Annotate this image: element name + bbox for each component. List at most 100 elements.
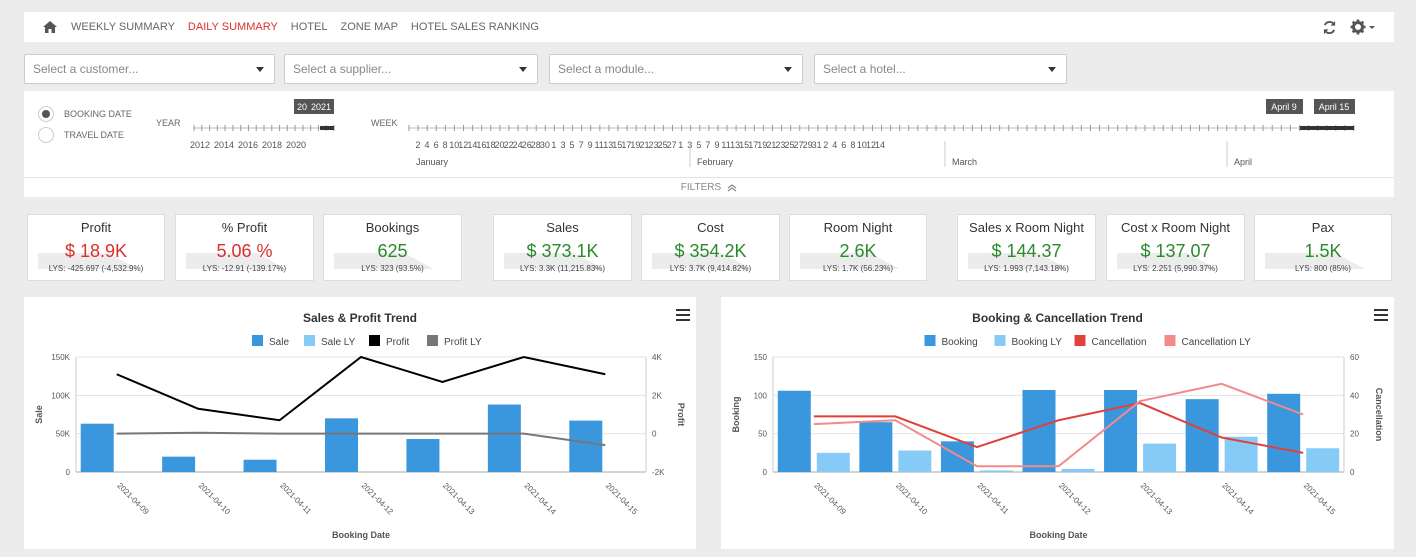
x-tick-label: 2021-04-14	[522, 481, 558, 517]
kpi-card: Sales $ 373.1K LYS: 3.3K (11,215.83%)	[493, 214, 632, 281]
y-tick-label: 50	[758, 430, 767, 439]
bar-booking[interactable]	[940, 441, 974, 472]
week-tick-label: 13	[603, 140, 613, 150]
kpi-sparkline	[38, 253, 138, 269]
legend-item[interactable]: Cancellation	[1074, 335, 1147, 348]
home-icon[interactable]	[42, 20, 58, 34]
legend-item[interactable]: Sale	[252, 335, 289, 348]
y2-tick-label: 40	[1350, 391, 1359, 400]
year-handle-right[interactable]: 2021	[309, 99, 334, 114]
week-tick-label: 29	[803, 140, 813, 150]
legend-item[interactable]: Sale LY	[304, 335, 356, 348]
bar-booking-ly[interactable]	[979, 470, 1013, 472]
week-tick-label: 19	[757, 140, 767, 150]
radio-unchecked-icon	[38, 127, 54, 143]
nav-hotel-sales-ranking[interactable]: HOTEL SALES RANKING	[410, 21, 539, 33]
bar-booking-ly[interactable]	[1061, 468, 1095, 472]
week-handle-left[interactable]: April 9	[1266, 99, 1303, 114]
bar-booking-ly[interactable]	[816, 452, 850, 472]
kpi-value: 5.06 %	[216, 241, 273, 261]
kpi-lys: LYS: 1.7K (56.23%)	[822, 264, 894, 273]
legend-label: Sale	[269, 337, 289, 348]
gear-icon[interactable]	[1350, 18, 1376, 36]
bar-booking-ly[interactable]	[1143, 443, 1177, 472]
legend-item[interactable]: Profit	[369, 335, 410, 348]
week-tick-label: 9	[588, 140, 593, 150]
booking-cancellation-chart: Booking & Cancellation Trend Booking Booki…	[731, 311, 1384, 540]
kpi-card: Room Night 2.6K LYS: 1.7K (56.23%)	[789, 214, 927, 281]
kpi-title: Cost	[697, 220, 724, 235]
supplier-select[interactable]: Select a supplier...	[284, 54, 538, 84]
legend-label: Cancellation LY	[1182, 337, 1252, 348]
year-tick-label: 2020	[286, 140, 306, 150]
bar-booking[interactable]	[1185, 399, 1219, 472]
kpi-lys: LYS: 3.3K (11,215.83%)	[519, 264, 606, 273]
filters-label: FILTERS	[680, 182, 722, 193]
x-tick-label: 2021-04-09	[812, 481, 848, 517]
radio-booking-date[interactable]: BOOKING DATE	[38, 106, 132, 122]
bar-booking[interactable]	[777, 390, 811, 472]
bar-booking[interactable]	[1104, 389, 1138, 472]
hotel-select[interactable]: Select a hotel...	[814, 54, 1067, 84]
month-label: January	[416, 157, 449, 167]
legend-item[interactable]: Booking	[924, 335, 978, 348]
bar-sale[interactable]	[80, 423, 114, 472]
week-tick-label: 17	[748, 140, 758, 150]
module-select[interactable]: Select a module...	[549, 54, 803, 84]
kpi-title: Bookings	[365, 220, 420, 235]
x-tick-label: 2021-04-12	[360, 481, 396, 517]
week-handle-right[interactable]: April 15	[1314, 99, 1355, 114]
kpi-value: $ 18.9K	[64, 241, 128, 261]
bar-booking[interactable]	[859, 422, 893, 472]
week-label: WEEK	[371, 118, 398, 128]
line-profit-ly[interactable]	[116, 431, 606, 447]
week-tick-label: 22	[504, 140, 514, 150]
bar-sale[interactable]	[487, 404, 521, 472]
kpi-lys: LYS: 3.7K (9,414.82%)	[669, 264, 752, 273]
bar-sale[interactable]	[569, 420, 603, 472]
nav-hotel[interactable]: HOTEL	[290, 21, 328, 33]
legend-item[interactable]: Cancellation LY	[1164, 335, 1252, 348]
top-navbar: WEEKLY SUMMARY DAILY SUMMARY HOTEL ZONE …	[24, 12, 1394, 42]
year-tick-label: 2014	[214, 140, 234, 150]
kpi-card: Cost $ 354.2K LYS: 3.7K (9,414.82%)	[641, 214, 780, 281]
line-cancellation[interactable]	[813, 401, 1304, 454]
radio-travel-date[interactable]: TRAVEL DATE	[38, 127, 124, 143]
bar-booking-ly[interactable]	[1306, 448, 1340, 472]
nav-zone-map[interactable]: ZONE MAP	[340, 21, 398, 33]
bar-sale[interactable]	[162, 456, 196, 472]
nav-weekly-summary[interactable]: WEEKLY SUMMARY	[71, 21, 175, 33]
nav-daily-summary[interactable]: DAILY SUMMARY	[187, 21, 278, 33]
x-tick-label: 2021-04-10	[894, 481, 930, 517]
y-tick-label: 0	[763, 468, 768, 477]
year-handle-left[interactable]: 20	[294, 99, 310, 114]
x-tick-label: 2021-04-12	[1057, 481, 1093, 517]
line-cancellation-ly[interactable]	[813, 382, 1304, 468]
kpi-value: 1.5K	[1304, 241, 1342, 261]
radio-travel-date-label: TRAVEL DATE	[64, 130, 124, 140]
customer-select[interactable]: Select a customer...	[24, 54, 275, 84]
menu-icon[interactable]	[1374, 309, 1388, 321]
legend-item[interactable]: Profit LY	[427, 335, 482, 348]
year-handle-left-label: 20	[297, 102, 307, 112]
filters-toggle[interactable]: FILTERS	[24, 177, 1394, 197]
bar-sale[interactable]	[325, 418, 358, 472]
refresh-icon[interactable]	[1320, 18, 1338, 36]
bar-sale[interactable]	[243, 459, 277, 472]
y2-tick-label: 20	[1350, 430, 1359, 439]
week-tick-label: 8	[443, 140, 448, 150]
line-profit[interactable]	[116, 355, 606, 422]
date-slider-panel: BOOKING DATE TRAVEL DATE YEAR WEEK 2012 2…	[24, 91, 1394, 197]
legend-item[interactable]: Booking LY	[994, 335, 1063, 348]
y-tick-label: 100	[754, 391, 768, 400]
kpi-sparkline	[186, 253, 286, 269]
x-tick-label: 2021-04-11	[278, 481, 313, 516]
kpi-title: Cost x Room Night	[1120, 220, 1231, 235]
kpi-value: $ 354.2K	[674, 241, 747, 261]
bar-booking-ly[interactable]	[898, 450, 932, 472]
week-tick-label: 2	[823, 140, 828, 150]
bar-sale[interactable]	[406, 439, 440, 472]
module-select-placeholder: Select a module...	[558, 62, 655, 76]
menu-icon[interactable]	[676, 309, 690, 321]
bar-booking[interactable]	[1267, 393, 1301, 472]
